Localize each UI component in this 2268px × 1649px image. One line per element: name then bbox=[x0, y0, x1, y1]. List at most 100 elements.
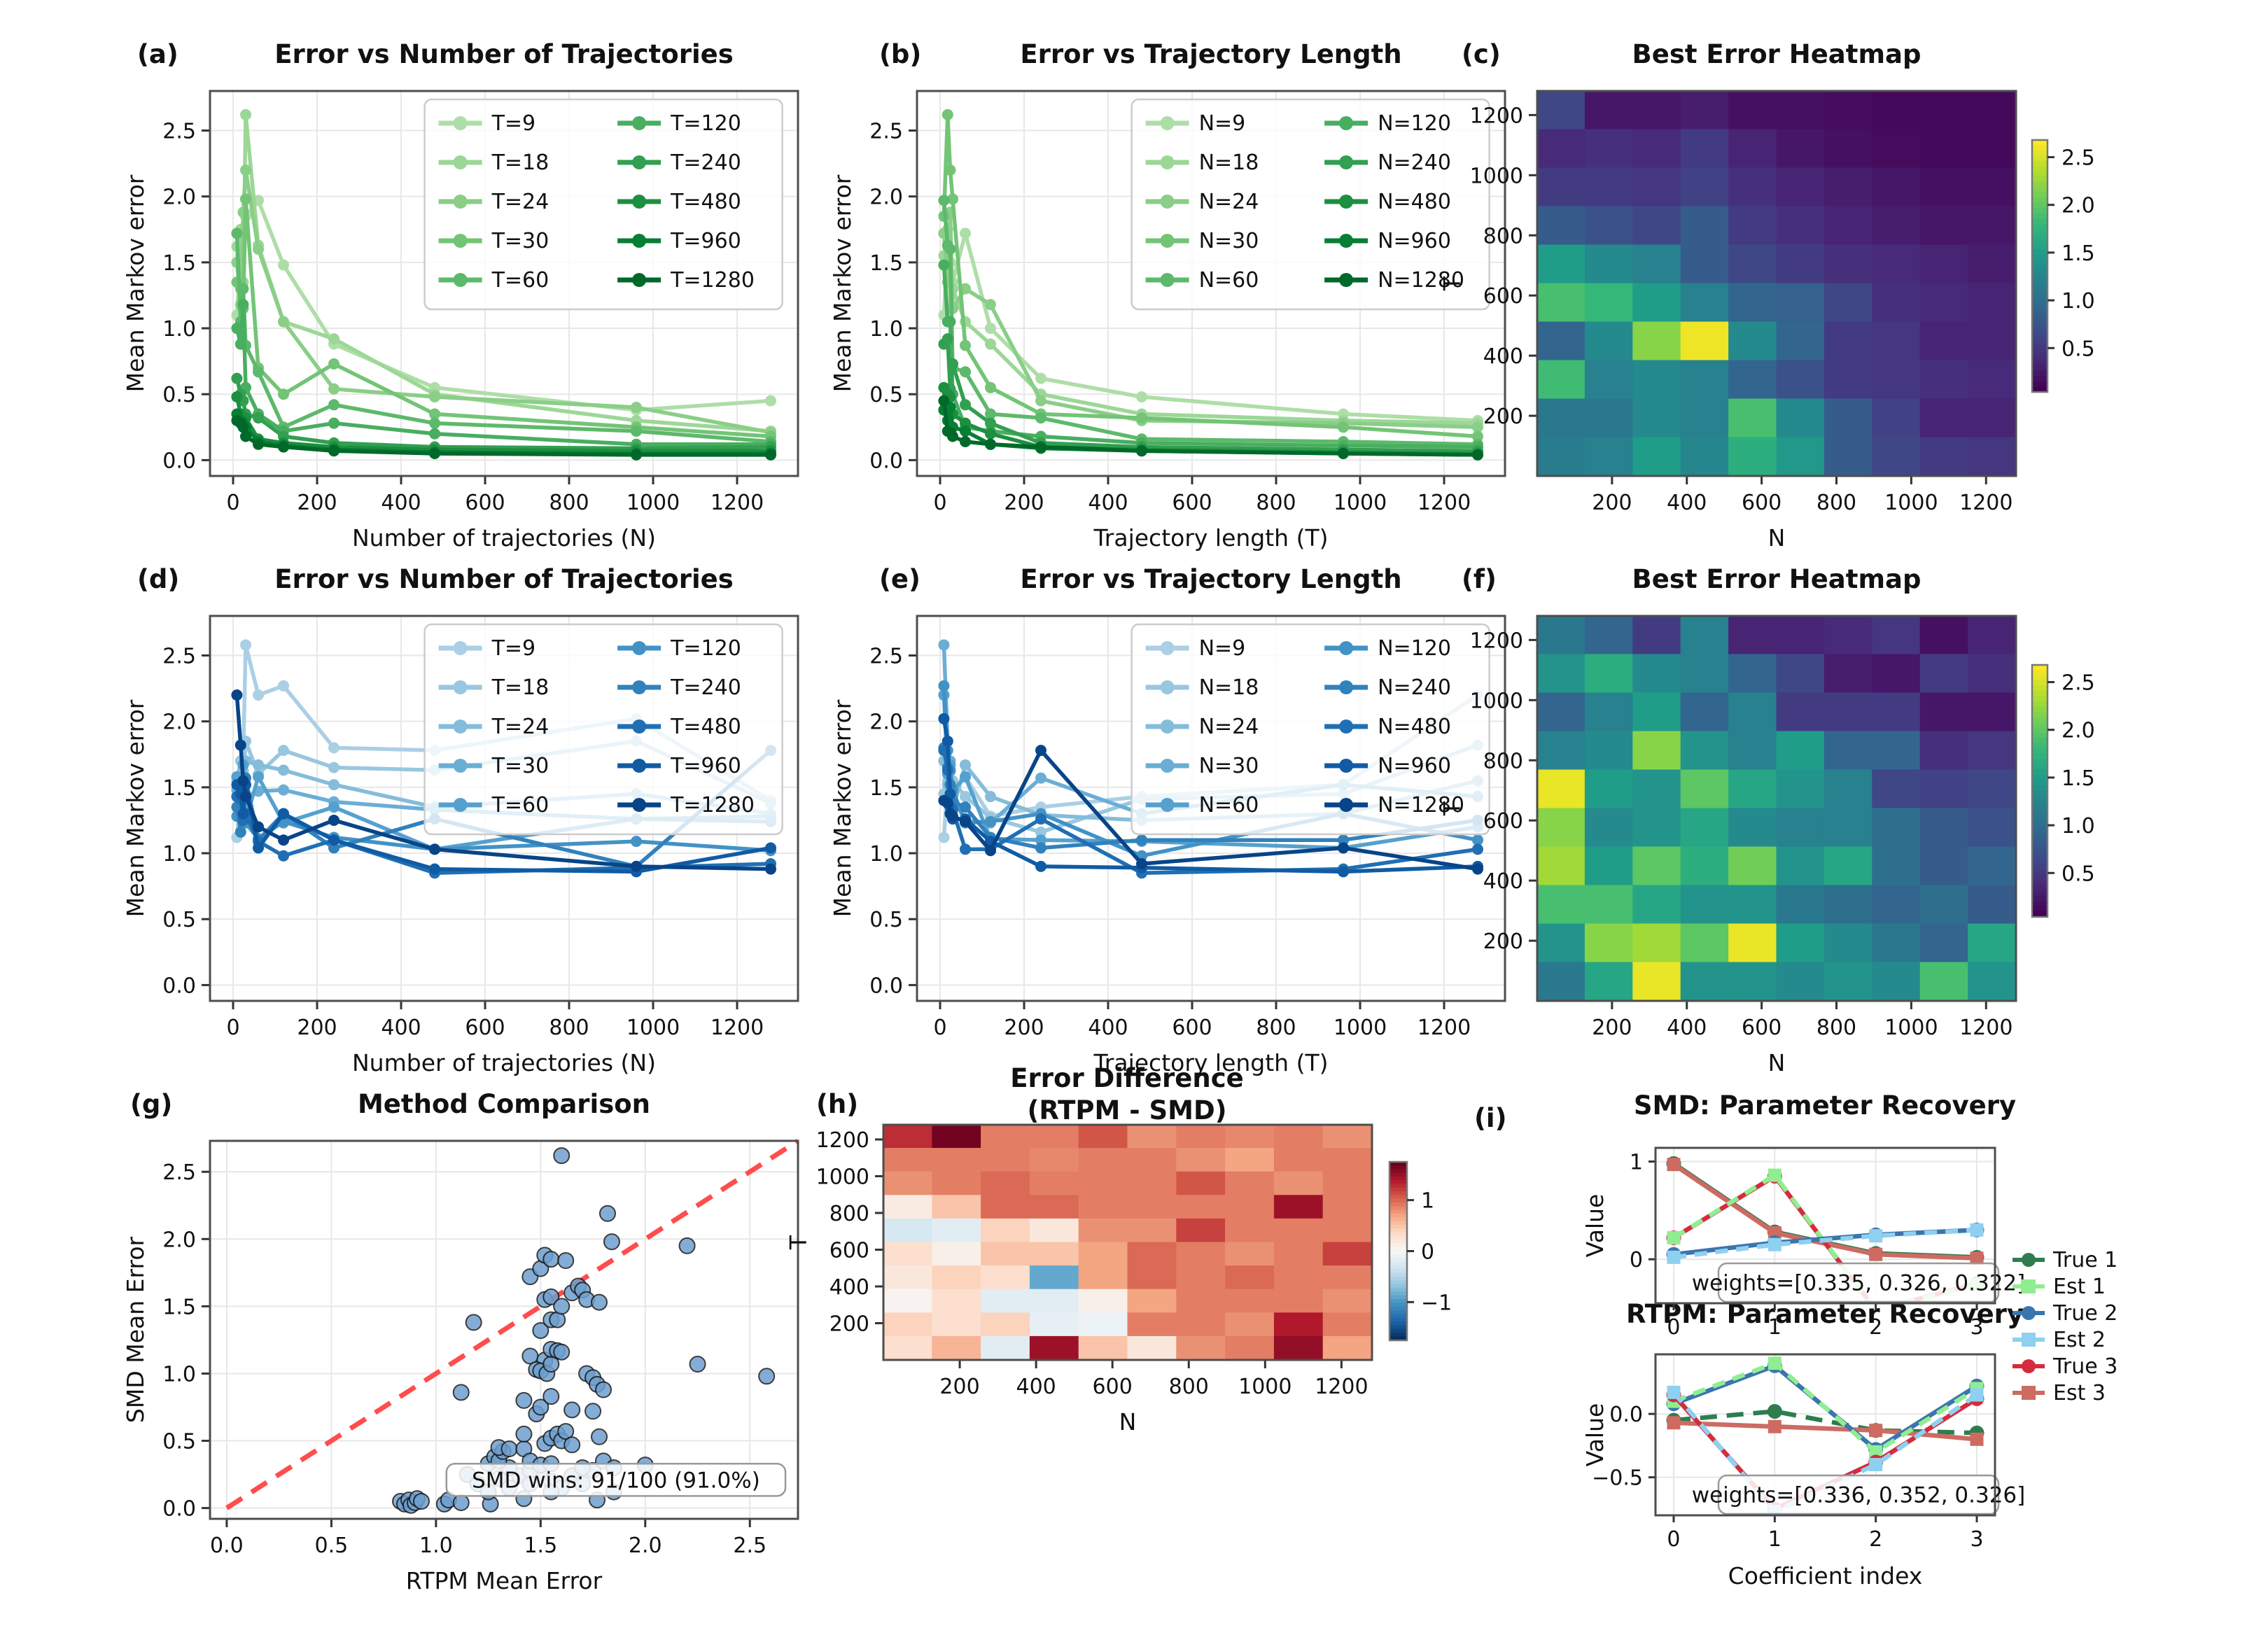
svg-text:1200: 1200 bbox=[1418, 1016, 1471, 1040]
svg-text:1.0: 1.0 bbox=[869, 842, 903, 866]
svg-text:0: 0 bbox=[933, 1016, 946, 1040]
plot-f: 200 400 600 800 1000 1200 200 400 600 800 1000 1200… bbox=[1438, 615, 2095, 1076]
svg-text:0.0: 0.0 bbox=[162, 974, 196, 998]
svg-text:T=24: T=24 bbox=[491, 190, 550, 214]
svg-text:2.0: 2.0 bbox=[162, 710, 196, 735]
svg-text:800: 800 bbox=[1816, 491, 1856, 515]
svg-text:0.5: 0.5 bbox=[162, 1430, 196, 1454]
svg-text:0.5: 0.5 bbox=[869, 908, 903, 932]
svg-text:0: 0 bbox=[933, 491, 946, 515]
svg-text:weights=[0.336, 0.352, 0.326]: weights=[0.336, 0.352, 0.326] bbox=[1692, 1483, 2026, 1508]
svg-text:T=30: T=30 bbox=[491, 754, 550, 778]
svg-text:1: 1 bbox=[1421, 1189, 1434, 1214]
svg-text:2.0: 2.0 bbox=[2062, 719, 2095, 743]
svg-text:1000: 1000 bbox=[1334, 491, 1387, 515]
svg-text:T: T bbox=[1438, 801, 1466, 816]
svg-text:N=1280: N=1280 bbox=[1378, 268, 1464, 293]
panel-letter-a: (a) bbox=[137, 39, 178, 69]
svg-text:3: 3 bbox=[1970, 1527, 1983, 1552]
svg-text:Trajectory length (T): Trajectory length (T) bbox=[1093, 524, 1328, 552]
svg-text:True 2: True 2 bbox=[2052, 1301, 2118, 1326]
svg-text:N=960: N=960 bbox=[1378, 754, 1451, 778]
svg-text:1000: 1000 bbox=[1238, 1375, 1292, 1399]
svg-text:0: 0 bbox=[1630, 1248, 1643, 1272]
svg-text:400: 400 bbox=[1667, 1016, 1707, 1040]
svg-text:T=240: T=240 bbox=[670, 675, 741, 700]
svg-text:1200: 1200 bbox=[1470, 104, 1523, 128]
svg-text:T=1280: T=1280 bbox=[670, 793, 755, 818]
svg-text:1.0: 1.0 bbox=[419, 1534, 453, 1558]
svg-text:0.0: 0.0 bbox=[162, 449, 196, 473]
svg-text:2.0: 2.0 bbox=[869, 710, 903, 735]
svg-text:2.5: 2.5 bbox=[733, 1534, 766, 1558]
panel-letter-f: (f) bbox=[1462, 564, 1497, 594]
svg-text:2.0: 2.0 bbox=[2062, 194, 2095, 218]
svg-text:Number of trajectories (N): Number of trajectories (N) bbox=[352, 1049, 656, 1076]
panel-title-c: Best Error Heatmap bbox=[1632, 39, 1921, 69]
svg-text:T=30: T=30 bbox=[491, 229, 550, 253]
svg-text:N: N bbox=[1119, 1408, 1137, 1436]
svg-text:200: 200 bbox=[830, 1312, 869, 1337]
svg-text:800: 800 bbox=[1483, 224, 1523, 248]
svg-text:0.0: 0.0 bbox=[869, 974, 903, 998]
svg-text:1.5: 1.5 bbox=[2062, 241, 2095, 266]
svg-text:2.5: 2.5 bbox=[869, 120, 903, 144]
panel-title-h-line1: Error Difference bbox=[1010, 1063, 1244, 1093]
svg-text:200: 200 bbox=[1592, 491, 1632, 515]
svg-text:Mean Markov error: Mean Markov error bbox=[829, 174, 856, 392]
svg-text:T=120: T=120 bbox=[670, 636, 741, 661]
svg-text:N=60: N=60 bbox=[1199, 793, 1259, 818]
plot-g: SMD wins: 91/100 (91.0%) 0.0 0.5 1.0 1.5 2.0 2… bbox=[122, 1139, 799, 1594]
svg-text:0.0: 0.0 bbox=[162, 1497, 196, 1522]
svg-text:N=30: N=30 bbox=[1199, 754, 1259, 778]
svg-text:1.5: 1.5 bbox=[162, 1295, 196, 1319]
svg-text:SMD wins: 91/100 (91.0%): SMD wins: 91/100 (91.0%) bbox=[472, 1468, 760, 1493]
svg-text:600: 600 bbox=[1483, 809, 1523, 834]
svg-text:400: 400 bbox=[1483, 344, 1523, 369]
svg-text:−1: −1 bbox=[1421, 1291, 1452, 1315]
svg-text:1200: 1200 bbox=[710, 491, 764, 515]
svg-text:T=60: T=60 bbox=[491, 268, 550, 293]
svg-text:Est 3: Est 3 bbox=[2053, 1381, 2106, 1405]
svg-text:Mean Markov error: Mean Markov error bbox=[122, 174, 149, 392]
svg-text:200: 200 bbox=[1592, 1016, 1632, 1040]
svg-text:N=9: N=9 bbox=[1199, 111, 1246, 136]
svg-text:2.5: 2.5 bbox=[2062, 146, 2095, 171]
svg-text:1000: 1000 bbox=[1334, 1016, 1387, 1040]
svg-text:600: 600 bbox=[1093, 1375, 1133, 1399]
panel-letter-g: (g) bbox=[130, 1089, 173, 1119]
svg-text:2.0: 2.0 bbox=[162, 1228, 196, 1252]
svg-text:T=18: T=18 bbox=[491, 150, 550, 175]
svg-text:200: 200 bbox=[1004, 1016, 1044, 1040]
svg-text:1.0: 1.0 bbox=[2062, 289, 2095, 314]
svg-text:0: 0 bbox=[226, 491, 239, 515]
svg-text:Est 2: Est 2 bbox=[2053, 1328, 2106, 1352]
svg-text:800: 800 bbox=[1483, 749, 1523, 773]
panel-letter-c: (c) bbox=[1462, 39, 1501, 69]
svg-text:1.5: 1.5 bbox=[524, 1534, 557, 1558]
svg-text:1.0: 1.0 bbox=[162, 842, 196, 866]
svg-text:N=120: N=120 bbox=[1378, 111, 1451, 136]
svg-text:Coefficient index: Coefficient index bbox=[1728, 1562, 1923, 1590]
svg-text:Trajectory length (T): Trajectory length (T) bbox=[1093, 1049, 1328, 1076]
svg-text:800: 800 bbox=[1169, 1375, 1209, 1399]
svg-text:RTPM Mean Error: RTPM Mean Error bbox=[406, 1567, 603, 1594]
svg-text:1.5: 1.5 bbox=[869, 251, 903, 276]
svg-text:1000: 1000 bbox=[816, 1165, 869, 1190]
panel-letter-b: (b) bbox=[879, 39, 922, 69]
svg-text:T=960: T=960 bbox=[670, 229, 741, 253]
svg-text:1200: 1200 bbox=[1418, 491, 1471, 515]
svg-text:2.5: 2.5 bbox=[162, 645, 196, 669]
plot-c: 200 400 600 800 1000 1200 200 400 600 800 1000 1200… bbox=[1438, 90, 2095, 552]
svg-text:2.0: 2.0 bbox=[162, 185, 196, 210]
plot-h: 200 400 600 800 1000 1200 200 400 600 800 1000 1200… bbox=[785, 1123, 1452, 1436]
svg-text:N=24: N=24 bbox=[1199, 715, 1259, 739]
svg-text:1.5: 1.5 bbox=[2062, 766, 2095, 791]
svg-text:0.5: 0.5 bbox=[162, 383, 196, 407]
svg-text:2.5: 2.5 bbox=[162, 1160, 196, 1185]
panel-letter-d: (d) bbox=[137, 564, 180, 594]
svg-text:0.0: 0.0 bbox=[869, 449, 903, 473]
svg-text:T=18: T=18 bbox=[491, 675, 550, 700]
svg-text:0.0: 0.0 bbox=[1609, 1403, 1643, 1427]
